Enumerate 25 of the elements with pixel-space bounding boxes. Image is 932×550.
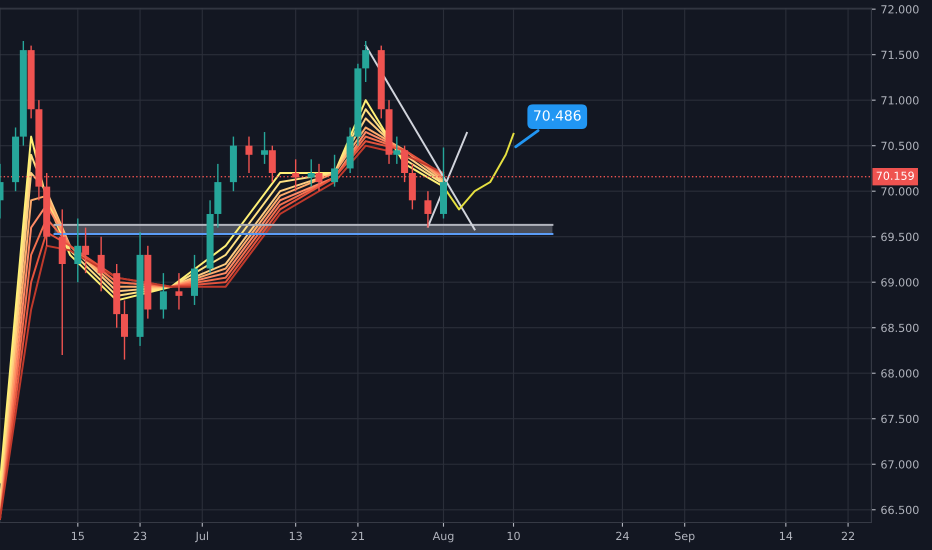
y-tick-label: 66.500 bbox=[881, 506, 919, 514]
y-tick-label: 67.000 bbox=[881, 460, 919, 469]
y-tick-label: 69.000 bbox=[881, 278, 919, 287]
y-tick-label: 70.000 bbox=[881, 187, 919, 196]
y-tick-label: 68.000 bbox=[881, 369, 919, 378]
y-tick-label: 69.500 bbox=[881, 232, 919, 242]
y-tick-label: 67.500 bbox=[881, 414, 919, 424]
x-tick-label: 10 bbox=[508, 532, 520, 540]
y-tick-label: 70.500 bbox=[881, 142, 919, 150]
x-tick-label: 23 bbox=[134, 532, 146, 540]
ref-line-label: 70.159 bbox=[876, 172, 914, 180]
y-tick-label: 72.000 bbox=[881, 5, 919, 14]
y-tick-label: 71.500 bbox=[881, 50, 919, 60]
x-tick-label: 21 bbox=[352, 532, 364, 540]
x-tick-label: Jul bbox=[195, 532, 208, 542]
x-tick-label: 13 bbox=[290, 532, 302, 540]
x-tick-label: 22 bbox=[842, 532, 854, 540]
x-tick-label: 24 bbox=[616, 532, 629, 540]
y-tick-label: 68.500 bbox=[881, 324, 919, 332]
y-tick-label: 71.000 bbox=[881, 96, 919, 105]
x-tick-label: 14 bbox=[780, 532, 792, 540]
annotation: 70.486 bbox=[534, 110, 581, 121]
x-tick-label: Sep bbox=[674, 532, 695, 542]
x-tick-label: 15 bbox=[72, 532, 84, 540]
x-tick-label: Aug bbox=[432, 532, 454, 542]
